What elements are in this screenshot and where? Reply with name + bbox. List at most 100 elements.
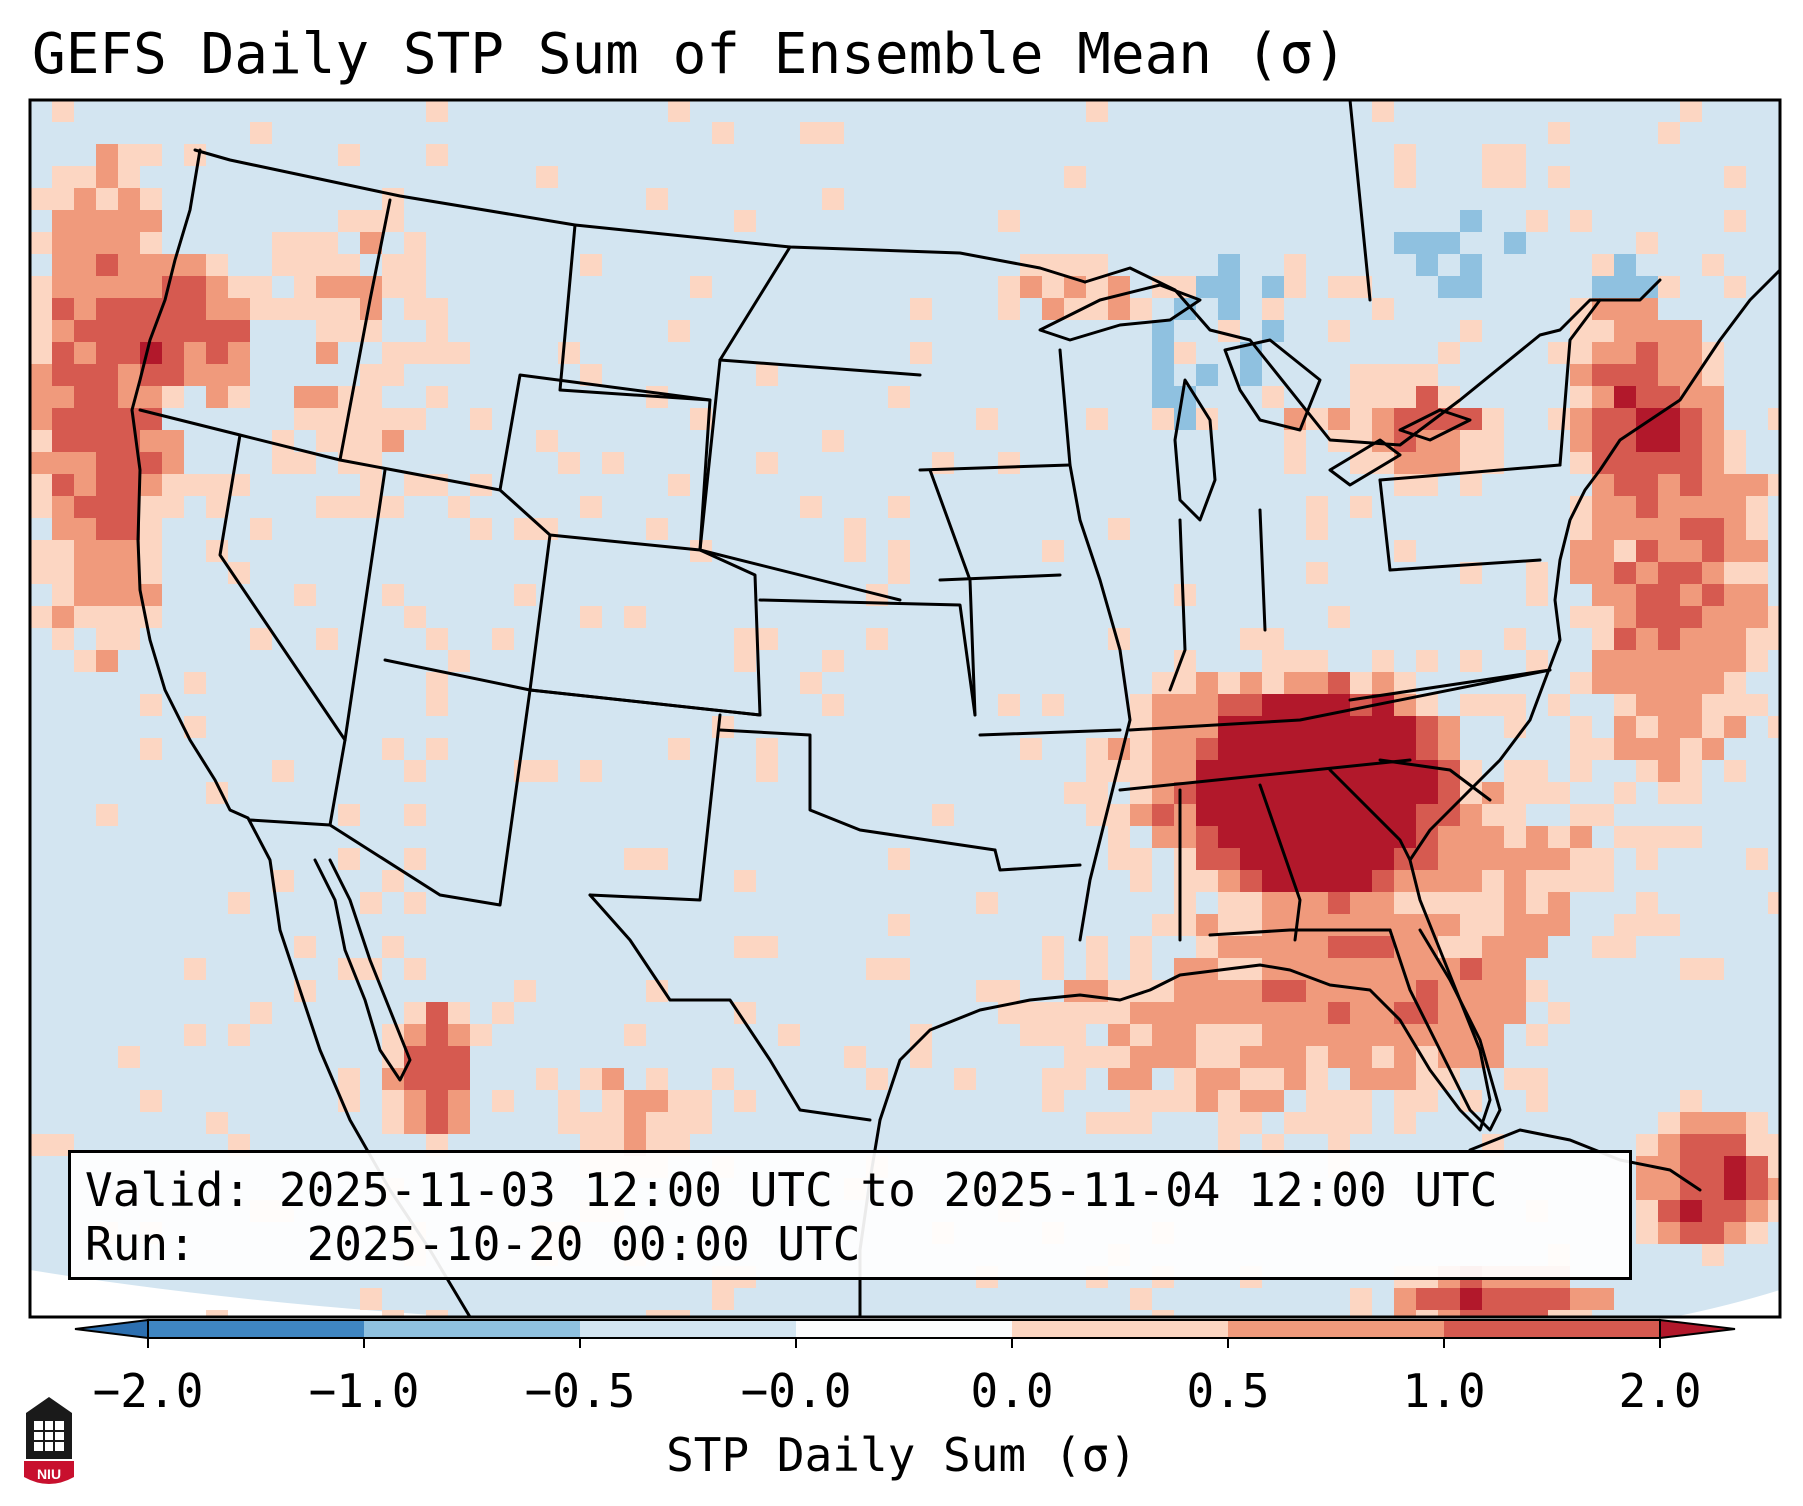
stp-cell [1218, 716, 1240, 738]
stp-cell [1680, 1178, 1702, 1200]
stp-cell [1350, 1068, 1372, 1090]
stp-cell [118, 210, 140, 232]
stp-cell [844, 518, 866, 540]
stp-cell [668, 100, 690, 122]
colorbar-label: STP Daily Sum (σ) [666, 1428, 1137, 1482]
stp-cell [272, 232, 294, 254]
stp-cell [1658, 628, 1680, 650]
stp-cell [1724, 584, 1746, 606]
stp-cell [756, 364, 778, 386]
stp-cell [1636, 298, 1658, 320]
stp-cell [360, 364, 382, 386]
stp-cell [1724, 518, 1746, 540]
stp-cell [52, 320, 74, 342]
stp-cell [1548, 342, 1570, 364]
stp-cell [1240, 826, 1262, 848]
stp-cell [1482, 826, 1504, 848]
stp-cell [426, 144, 448, 166]
stp-cell [1680, 650, 1702, 672]
stp-cell [1636, 518, 1658, 540]
stp-cell [690, 1090, 712, 1112]
stp-cell [1438, 1002, 1460, 1024]
stp-cell [52, 562, 74, 584]
stp-cell [1284, 430, 1306, 452]
stp-cell [1372, 386, 1394, 408]
stp-cell [1658, 716, 1680, 738]
stp-cell [668, 738, 690, 760]
stp-cell [1504, 826, 1526, 848]
state-il-in [1168, 518, 1187, 692]
stp-cell [206, 364, 228, 386]
stp-cell [1438, 430, 1460, 452]
stp-cell [1152, 408, 1174, 430]
stp-cell [1658, 364, 1680, 386]
stp-cell [1592, 848, 1614, 870]
stp-cell [1086, 958, 1108, 980]
stp-cell [1328, 1112, 1350, 1134]
stp-cell [1592, 804, 1614, 826]
stp-cell [1350, 276, 1372, 298]
stp-cell [228, 386, 250, 408]
stp-cell [1328, 1024, 1350, 1046]
stp-cell [1658, 276, 1680, 298]
stp-cell [1504, 892, 1526, 914]
stp-cell [1460, 782, 1482, 804]
stp-cell [844, 540, 866, 562]
stp-cell [1614, 628, 1636, 650]
stp-cell [1438, 276, 1460, 298]
stp-cell [1108, 1024, 1130, 1046]
stp-cell [1702, 386, 1724, 408]
stp-cell [1702, 1156, 1724, 1178]
stp-cell [1526, 760, 1548, 782]
stp-cell [536, 760, 558, 782]
stp-cell [426, 672, 448, 694]
stp-cell [1438, 914, 1460, 936]
stp-cell [1658, 738, 1680, 760]
stp-cell [1460, 562, 1482, 584]
stp-cell [316, 386, 338, 408]
stp-cell [30, 342, 52, 364]
stp-cell [1526, 782, 1548, 804]
stp-cell [1284, 738, 1306, 760]
state-tn-south [1118, 758, 1412, 792]
stp-cell [338, 210, 360, 232]
niu-logo: NIU [24, 1397, 74, 1484]
stp-cell [1350, 452, 1372, 474]
stp-cell [1438, 342, 1460, 364]
stp-cell [734, 210, 756, 232]
us-canada-border [193, 148, 1087, 284]
stp-cell [1152, 386, 1174, 408]
stp-cell [1526, 1024, 1548, 1046]
stp-cell [998, 298, 1020, 320]
stp-cell [1746, 694, 1768, 716]
stp-cell [1482, 958, 1504, 980]
stp-cell [1614, 584, 1636, 606]
stp-cell [514, 980, 536, 1002]
stp-cell [1196, 782, 1218, 804]
state-wy [498, 373, 712, 552]
stp-cell [1218, 782, 1240, 804]
stp-cell [1218, 804, 1240, 826]
stp-cell [1746, 562, 1768, 584]
stp-cell [118, 188, 140, 210]
stp-cell [140, 210, 162, 232]
stp-cell [778, 1024, 800, 1046]
stp-cell [30, 496, 52, 518]
stp-cell [668, 1090, 690, 1112]
stp-cell [382, 870, 404, 892]
gulf-coastline [878, 268, 1780, 1132]
stp-cell [1504, 958, 1526, 980]
stp-cell [96, 518, 118, 540]
stp-cell [1394, 892, 1416, 914]
state-id-mt [338, 198, 392, 462]
stp-cell [1108, 826, 1130, 848]
stp-cell [1174, 1090, 1196, 1112]
stp-cell [1328, 1046, 1350, 1068]
colorbar-tick-label: 0.5 [1186, 1364, 1270, 1418]
stp-cell [624, 1112, 646, 1134]
stp-cell [1328, 276, 1350, 298]
stp-cell [1130, 1024, 1152, 1046]
stp-cell [382, 364, 404, 386]
stp-cell [118, 342, 140, 364]
stp-cell [1746, 848, 1768, 870]
